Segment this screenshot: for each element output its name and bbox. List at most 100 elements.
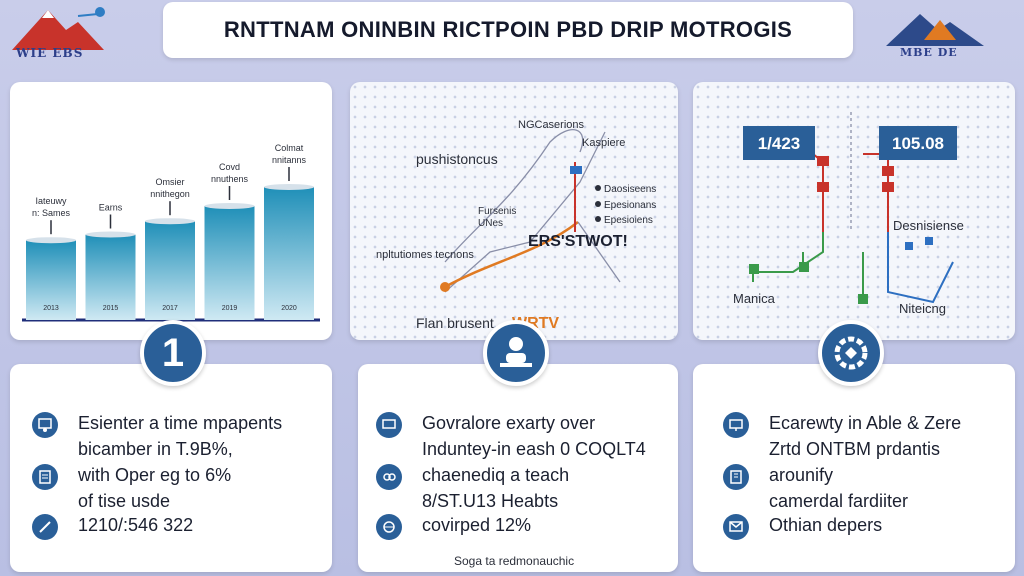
chart-annotation: Colmat nnitanns <box>272 143 307 165</box>
value-box-right-text: 105.08 <box>892 134 944 153</box>
link-icon <box>376 464 402 490</box>
circuit-component <box>858 294 868 304</box>
chart-bar <box>26 240 76 320</box>
chart-bar-cap <box>26 237 76 244</box>
chart-bar <box>204 206 255 320</box>
chart-annotation: Iateuwy n: Sames <box>32 196 71 218</box>
bullet-icon <box>595 185 601 191</box>
diagram-label-bottom-left: npltutiomes tecnons <box>376 249 474 261</box>
diagram-curve <box>444 129 584 263</box>
card-item-text: 1210/:546 322 <box>78 515 194 535</box>
diagram-list-item: Epesionans <box>604 200 656 211</box>
document-icon <box>32 464 58 490</box>
value-box-right <box>879 126 957 160</box>
value-box-left-text: 1/423 <box>758 134 801 153</box>
chart-bar <box>145 221 195 320</box>
gear-icon <box>834 336 868 370</box>
diagram-label-mid: Fursenis UNes <box>478 206 516 229</box>
card-item: Ecarewty in Able & Zere Zrtd ONTBM prdan… <box>723 410 961 462</box>
circuit-label-right: Desnisiense <box>893 218 964 233</box>
chart-bar-cap <box>145 218 195 225</box>
mountain-logo-icon <box>12 7 105 50</box>
bar-chart-panel: Iateuwy n: Sames 2013 Earns 2015 Omsier nnithe… <box>10 82 332 340</box>
logo-right-text: MBE DE <box>900 46 958 59</box>
x-tick-label: 2015 <box>103 305 119 312</box>
circuit-component <box>882 182 894 192</box>
chart-bar-cap <box>204 203 255 209</box>
card-item: with Oper eg to 6% of tise usde <box>32 462 231 514</box>
logo-left-text: WIE EBS <box>16 46 84 60</box>
info-card-2: Govralore exarty over Induntey-in eash 0… <box>358 364 678 572</box>
circuit-component <box>749 264 759 274</box>
step-badge-2 <box>483 320 549 386</box>
network-diagram: NGCaserions Kaspiere pushistoncus Fursen… <box>376 119 656 332</box>
info-card-1: Esienter a time mpapents bicamber in T.9… <box>10 364 332 572</box>
circuit-component <box>925 237 933 245</box>
chart-annotation: Earns <box>99 203 123 213</box>
circuit-component <box>817 182 829 192</box>
diagram-highlight-line <box>444 221 579 289</box>
circuit-wire <box>752 232 824 282</box>
diagram-node <box>440 282 450 292</box>
bar-chart: Iateuwy n: Sames 2013 Earns 2015 Omsier nnithe… <box>22 143 320 322</box>
mountain-logo-icon <box>886 14 984 46</box>
step-number: 1 <box>161 330 185 375</box>
card-item: Othian depers <box>723 512 882 540</box>
chart-bar <box>85 234 136 320</box>
circuit-component <box>905 242 913 250</box>
card-item-text: Ecarewty in Able & Zere Zrtd ONTBM prdan… <box>769 413 962 459</box>
circuit-component <box>882 166 894 176</box>
circuit-component <box>799 262 809 272</box>
circuit-panel: 1/423 105.08 Desnisiense Manica Niteicng <box>693 82 1015 340</box>
x-tick-label: 2017 <box>162 305 178 312</box>
message-icon <box>376 412 402 438</box>
card-item: Esienter a time mpapents bicamber in T.9… <box>32 410 282 462</box>
card-item-text: covirped 12% <box>422 515 532 535</box>
diagram-label-main: pushistoncus <box>416 151 498 167</box>
card-item-text: Govralore exarty over Induntey-in eash 0… <box>422 413 646 459</box>
circuit-wire <box>887 232 954 304</box>
x-tick-label: 2019 <box>222 305 238 312</box>
info-card-3: Ecarewty in Able & Zere Zrtd ONTBM prdan… <box>693 364 1015 572</box>
mail-icon <box>723 514 749 540</box>
circuit-label-right-bottom: Niteicng <box>899 301 946 316</box>
circuit-diagram: 1/423 105.08 Desnisiense Manica Niteicng <box>733 112 964 316</box>
circuit-wire <box>863 153 889 232</box>
chart-annotation: Omsier nnithegon <box>150 177 190 199</box>
card-item: chaenediq a teach 8/ST.U13 Heabts <box>376 462 569 514</box>
logo-left: WIE EBS <box>8 6 108 66</box>
chart-annotation: Covd nnuthens <box>211 162 249 184</box>
person-at-desk-icon <box>500 337 532 367</box>
diagram-list-item: Epesioiens <box>604 215 653 226</box>
circuit-wire <box>753 153 824 232</box>
bullet-icon <box>595 201 601 207</box>
diagram-label-right-top: Kaspiere <box>582 137 625 149</box>
footnote: Soga ta redmonauchic <box>454 554 575 568</box>
globe-icon <box>376 514 402 540</box>
value-box-left <box>743 126 815 160</box>
diagram-label-big: ERS'STWOT! <box>528 233 628 250</box>
card-item-text: chaenediq a teach 8/ST.U13 Heabts <box>422 465 570 511</box>
x-tick-label: 2013 <box>43 305 59 312</box>
card-item-text: with Oper eg to 6% of tise usde <box>78 465 232 511</box>
chart-bar-cap <box>85 231 136 238</box>
step-badge-1: 1 <box>140 320 206 386</box>
circuit-label-left-bottom: Manica <box>733 291 776 306</box>
diagram-node <box>570 166 582 174</box>
chart-bar-cap <box>264 184 314 190</box>
card-item-text: arounify camerdal fardiiter <box>769 465 909 511</box>
building-icon <box>723 464 749 490</box>
diagram-list-item: Daosiseens <box>604 184 656 195</box>
diagram-curve <box>577 221 621 283</box>
monitor-icon <box>723 412 749 438</box>
bullet-icon <box>595 216 601 222</box>
diagram-footer-label: Flan brusent <box>416 315 494 331</box>
card-item: Govralore exarty over Induntey-in eash 0… <box>376 410 646 462</box>
pen-icon <box>32 514 58 540</box>
card-item-text: Esienter a time mpapents bicamber in T.9… <box>78 413 283 459</box>
card-item-text: Othian depers <box>769 515 883 535</box>
diagram-curve <box>444 131 606 293</box>
logo-right: MBE DE <box>880 6 984 66</box>
step-badge-3 <box>818 320 884 386</box>
card-item: arounify camerdal fardiiter <box>723 462 908 514</box>
